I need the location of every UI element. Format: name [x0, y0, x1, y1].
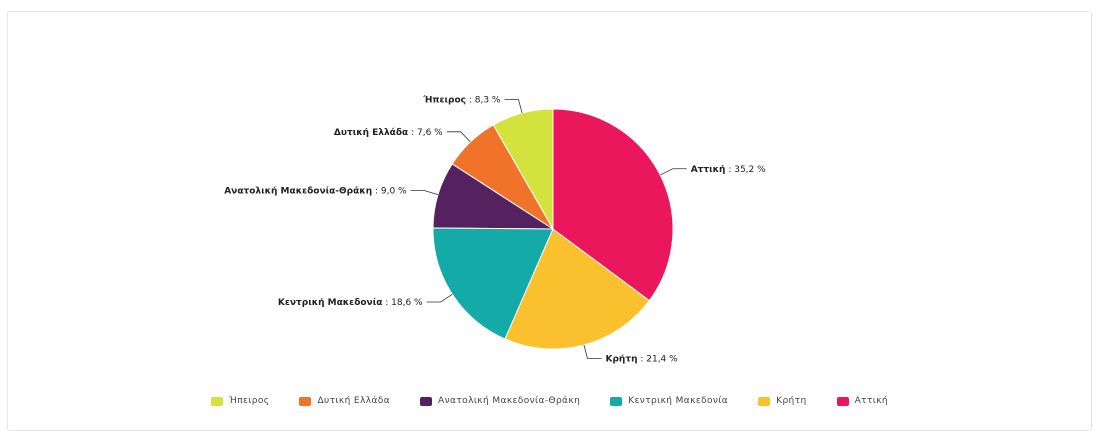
legend-label: Ανατολική Μακεδονία-Θράκη: [438, 396, 581, 406]
legend-label: Κρήτη: [776, 396, 807, 406]
connector-ήπειρος: [504, 99, 523, 114]
legend-swatch: [420, 396, 433, 406]
connector-κεντρική-μακεδονία: [426, 294, 453, 303]
legend-swatch: [610, 396, 623, 406]
legend-swatch: [210, 396, 223, 406]
legend-swatch: [299, 396, 312, 406]
legend-label: Κεντρική Μακεδονία: [628, 396, 729, 406]
legend-label: Ήπειρος: [228, 396, 270, 406]
chart-legend: Ήπειρος Δυτική Ελλάδα Ανατολική Μακεδονία-…: [0, 396, 1099, 406]
data-label-δυτική-ελλάδα: Δυτική Ελλάδα : 7,6 %: [334, 128, 443, 138]
legend-item-κρήτη[interactable]: Κρήτη: [758, 396, 806, 406]
data-label-ήπειρος: Ήπειρος : 8,3 %: [422, 96, 501, 106]
legend-item-κεντρική-μακεδονία[interactable]: Κεντρική Μακεδονία: [610, 396, 728, 406]
legend-label: Δυτική Ελλάδα: [317, 396, 391, 406]
legend-item-ήπειρος[interactable]: Ήπειρος: [210, 396, 270, 406]
legend-label: Αττική: [854, 396, 889, 406]
connector-αττική: [660, 168, 687, 176]
data-label-αττική: Αττική : 35,2 %: [691, 165, 766, 175]
connector-κρήτη: [583, 344, 602, 359]
legend-swatch: [836, 396, 849, 406]
data-label-κεντρική-μακεδονία: Κεντρική Μακεδονία : 18,6 %: [278, 297, 423, 308]
legend-swatch: [758, 396, 771, 406]
pie-chart: Ήπειρος : 8,3 % Δυτική Ελλάδα : 7,6 % Ανατ…: [224, 96, 766, 365]
legend-item-δυτική-ελλάδα[interactable]: Δυτική Ελλάδα: [299, 396, 390, 406]
data-label-ανατολική-μακεδονία-θράκη: Ανατολική Μακεδονία-Θράκη : 9,0 %: [224, 186, 407, 197]
pie-slice-κρήτη: [504, 228, 651, 350]
pie-slice-κεντρική-μακεδονία: [432, 227, 554, 340]
connector-ανατολική-μακεδονία-θράκη: [410, 190, 439, 196]
legend-item-αττική[interactable]: Αττική: [836, 396, 889, 406]
pie-slice-αττική: [552, 108, 674, 302]
legend-item-ανατολική-μακεδονία-θράκη[interactable]: Ανατολική Μακεδονία-Θράκη: [420, 396, 580, 406]
data-label-κρήτη: Κρήτη : 21,4 %: [606, 354, 679, 364]
connector-δυτική-ελλάδα: [446, 131, 471, 143]
